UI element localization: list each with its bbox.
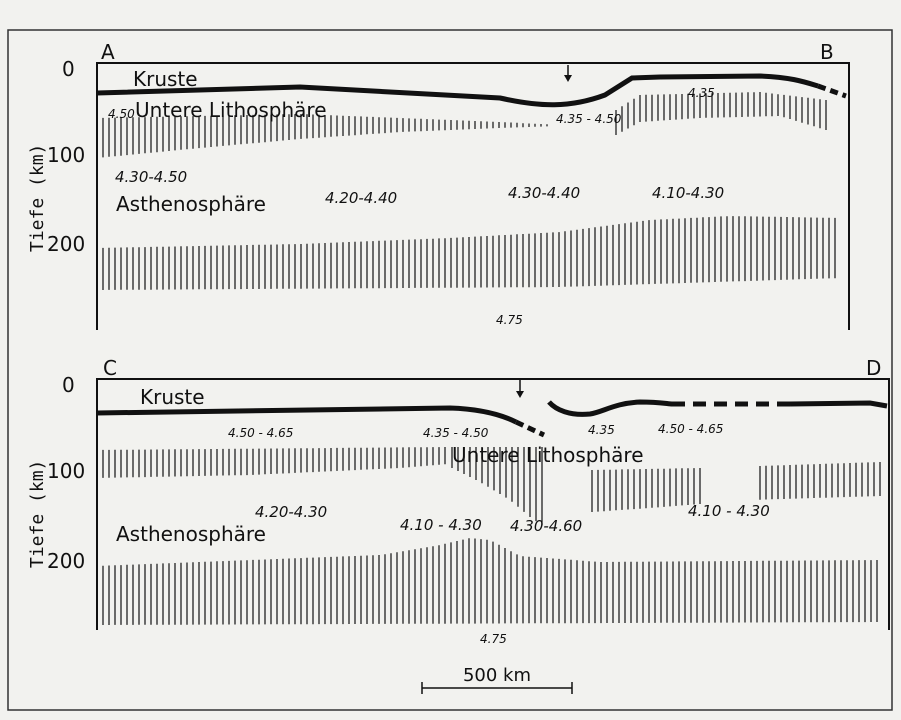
panel-ab-velocity-asth-right: 4.10-4.30 bbox=[652, 184, 724, 202]
panel-ab-velocity-center-upper: 4.35 - 4.50 bbox=[556, 112, 622, 126]
panel-cd-velocity-lith-center: 4.35 - 4.50 bbox=[423, 426, 489, 440]
panel-cd-asthenosphere-hatching bbox=[102, 538, 878, 625]
panel-ab-velocity-asth-center: 4.30-4.40 bbox=[508, 184, 580, 202]
panel-cd-lithosphere-hatching-slab bbox=[451, 447, 543, 526]
panel-ab-velocity-450: 4.50 bbox=[108, 107, 135, 121]
panel-cd-marker-arrow-icon bbox=[516, 391, 524, 398]
panel-ab-velocity-deep: 4.75 bbox=[496, 313, 523, 327]
panel-ab-crust-base bbox=[96, 73, 819, 108]
panel-ab-label-kruste: Kruste bbox=[133, 67, 198, 91]
panel-cd-y-axis-title: Tiefe (km) bbox=[27, 460, 48, 568]
panel-ab-marker-arrow-icon bbox=[564, 75, 572, 82]
panel-ab-lithosphere-hatching-left bbox=[102, 114, 548, 158]
panel-cd-label-asthenosphere: Asthenosphäre bbox=[116, 522, 266, 546]
panel-cd-crust-base-slab bbox=[514, 419, 546, 438]
panel-cd-velocity-lith-right: 4.50 - 4.65 bbox=[658, 422, 723, 436]
panel-cd-crust-base-left bbox=[96, 405, 518, 425]
panel-cd-velocity-lith-left: 4.50 - 4.65 bbox=[228, 426, 293, 440]
panel-cd-crust-base-far-right bbox=[789, 400, 888, 409]
panel-cd-velocity-asth-right: 4.10 - 4.30 bbox=[688, 502, 770, 520]
panel-cd-lithosphere-hatching-right bbox=[591, 462, 881, 512]
figure-frame bbox=[7, 29, 893, 711]
panel-cd-velocity-trench: 4.30-4.60 bbox=[510, 517, 582, 535]
panel-ab-label-lithosphere: Untere Lithosphäre bbox=[135, 98, 327, 122]
panel-ab-hatching bbox=[102, 92, 836, 290]
panel-ab-tick-200: 200 bbox=[47, 232, 85, 256]
panel-ab-frame bbox=[96, 62, 850, 330]
panel-ab-velocity-asth-left: 4.20-4.40 bbox=[325, 189, 397, 207]
panel-ab-corner-a: A bbox=[101, 40, 115, 64]
panel-cd-frame bbox=[96, 378, 890, 630]
panel-ab-velocity-lith-left: 4.30-4.50 bbox=[115, 168, 187, 186]
panel-cd-label-lithosphere: Untere Lithosphäre bbox=[452, 443, 644, 467]
panel-ab-corner-b: B bbox=[820, 40, 834, 64]
panel-ab-velocity-right-upper: 4.35 bbox=[688, 86, 715, 100]
panel-cd-lithosphere-hatching-left bbox=[102, 447, 446, 478]
panel-ab-label-asthenosphere: Asthenosphäre bbox=[116, 192, 266, 216]
panel-cd-crust-base-right bbox=[547, 399, 673, 417]
panel-ab-lithosphere-hatching-right bbox=[615, 92, 827, 135]
panel-cd-velocity-deep: 4.75 bbox=[480, 632, 507, 646]
panel-cd-label-kruste: Kruste bbox=[140, 385, 205, 409]
panel-ab-y-axis-title: Tiefe (km) bbox=[27, 144, 48, 252]
panel-cd-tick-100: 100 bbox=[47, 459, 85, 483]
panel-cd-hatching bbox=[102, 447, 881, 625]
panel-ab-tick-100: 100 bbox=[47, 143, 85, 167]
panel-cd-tick-200: 200 bbox=[47, 549, 85, 573]
panel-ab-tick-0: 0 bbox=[62, 57, 75, 81]
panel-cd-velocity-asth-left: 4.20-4.30 bbox=[255, 503, 327, 521]
panel-cd-corner-d: D bbox=[866, 356, 881, 380]
panel-cd-velocity-right-crust: 4.35 bbox=[588, 423, 615, 437]
panel-cd-velocity-asth-center: 4.10 - 4.30 bbox=[400, 516, 482, 534]
panel-ab-crust-base-dashed bbox=[817, 83, 847, 99]
scale-bar-label: 500 km bbox=[463, 665, 531, 686]
panel-ab-asthenosphere-hatching bbox=[102, 216, 836, 290]
panel-cd-tick-0: 0 bbox=[62, 373, 75, 397]
panel-cd-corner-c: C bbox=[103, 356, 117, 380]
